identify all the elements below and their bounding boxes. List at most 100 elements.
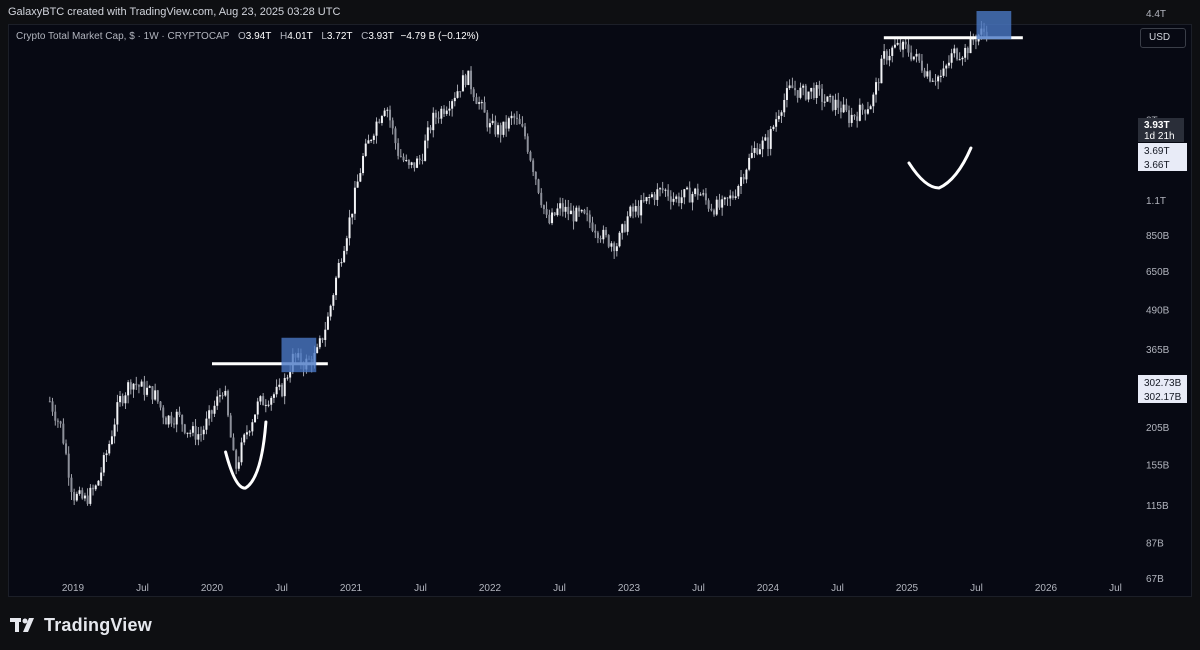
- candle-body: [321, 338, 324, 340]
- candle-body: [418, 158, 421, 160]
- candle-body: [923, 70, 926, 77]
- candle-body: [399, 155, 402, 157]
- candle-body: [178, 411, 181, 415]
- candle-body: [961, 57, 964, 60]
- candle-body: [591, 222, 594, 231]
- candle-body: [561, 203, 564, 212]
- candle-body: [146, 387, 149, 395]
- candle-body: [958, 59, 961, 61]
- candle-body: [680, 197, 683, 204]
- candle-body: [472, 89, 475, 98]
- candle-body: [529, 151, 532, 161]
- chart-pane[interactable]: [8, 24, 1192, 597]
- candle-body: [162, 407, 165, 418]
- candle-body: [785, 88, 788, 100]
- candle-body: [83, 495, 86, 499]
- candle-body: [672, 198, 675, 202]
- candle-body: [499, 125, 502, 135]
- candle-body: [170, 415, 173, 424]
- candle-body: [213, 405, 216, 414]
- candle-body: [661, 188, 664, 190]
- y-tick-label: 4.4T: [1146, 9, 1166, 20]
- candle-body: [340, 262, 343, 264]
- candle-body: [89, 487, 92, 504]
- candle-body: [885, 51, 888, 61]
- candle-body: [92, 487, 95, 490]
- candle-body: [397, 143, 400, 156]
- candle-body: [337, 262, 340, 278]
- candle-body: [891, 47, 894, 56]
- candle-body: [167, 415, 170, 425]
- candle-body: [607, 235, 610, 247]
- candle-body: [353, 187, 356, 214]
- candle-body: [848, 110, 851, 123]
- candle-body: [175, 411, 178, 425]
- candle-body: [542, 205, 545, 210]
- candle-body: [367, 140, 370, 144]
- candle-body: [110, 436, 113, 444]
- candle-body: [599, 238, 602, 240]
- candle-body: [829, 95, 832, 97]
- candle-body: [740, 177, 743, 186]
- candle-body: [154, 390, 157, 400]
- highlight-box: [281, 337, 317, 373]
- candle-body: [267, 404, 270, 406]
- candle-body: [416, 158, 419, 168]
- candle-body: [572, 210, 575, 222]
- candle-body: [842, 104, 845, 113]
- candle-body: [648, 197, 651, 199]
- tradingview-brand[interactable]: TradingView: [10, 614, 152, 636]
- candle-body: [783, 99, 786, 113]
- candle-body: [947, 62, 950, 66]
- candle-body: [210, 410, 213, 414]
- candle-body: [669, 196, 672, 202]
- candle-body: [974, 40, 977, 42]
- candle-body: [723, 197, 726, 200]
- highlight-box: [976, 11, 1012, 40]
- candle-body: [893, 44, 896, 48]
- candle-body: [345, 238, 348, 251]
- candle-body: [329, 305, 332, 317]
- candle-body: [259, 396, 262, 402]
- candle-body: [918, 53, 921, 61]
- candle-body: [48, 401, 51, 403]
- candle-body: [764, 137, 767, 141]
- candle-body: [721, 199, 724, 208]
- candle-body: [272, 394, 275, 398]
- candle-body: [86, 495, 89, 504]
- candle-body: [634, 206, 637, 212]
- candle-body: [737, 185, 740, 197]
- candle-body: [756, 147, 759, 155]
- candle-body: [186, 432, 189, 434]
- candle-body: [615, 246, 618, 252]
- candle-body: [931, 80, 934, 82]
- candle-body: [875, 82, 878, 95]
- candle-body: [486, 112, 489, 128]
- cup-curve: [907, 146, 973, 190]
- symbol-legend: Crypto Total Market Cap, $ · 1W · CRYPTO…: [16, 31, 479, 42]
- candle-body: [686, 187, 689, 190]
- candle-body: [275, 386, 278, 395]
- candle-body: [389, 109, 392, 121]
- x-tick-label: 2019: [62, 583, 85, 594]
- currency-button[interactable]: USD: [1140, 28, 1186, 48]
- candle-body: [937, 76, 940, 82]
- candle-body: [326, 316, 329, 330]
- x-tick-label: 2022: [479, 583, 502, 594]
- candle-body: [794, 88, 797, 91]
- candle-body: [812, 87, 815, 98]
- candle-body: [637, 206, 640, 216]
- candle-body: [767, 137, 770, 149]
- candle-body: [451, 101, 454, 109]
- candle-body: [742, 177, 745, 180]
- candle-body: [70, 477, 73, 493]
- candle-body: [513, 115, 516, 118]
- candle-body: [675, 196, 678, 199]
- candle-body: [232, 437, 235, 451]
- candle-body: [718, 199, 721, 208]
- candle-body: [332, 295, 335, 306]
- candle-body: [856, 116, 859, 121]
- candle-body: [132, 383, 135, 390]
- candle-body: [407, 159, 410, 165]
